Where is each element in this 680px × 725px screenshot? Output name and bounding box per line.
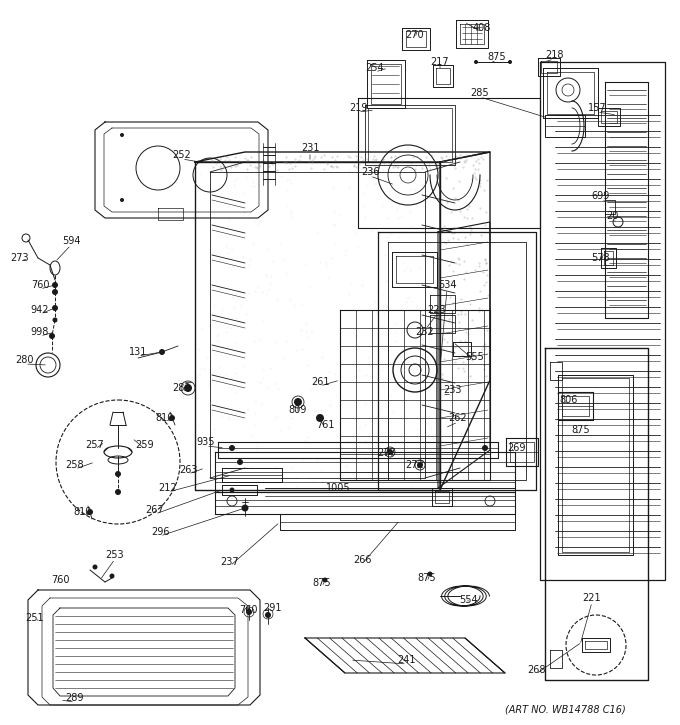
Text: 218: 218 xyxy=(545,50,563,60)
Text: 269: 269 xyxy=(507,443,525,453)
Text: 131: 131 xyxy=(129,347,147,357)
Text: 231: 231 xyxy=(301,143,319,153)
Text: 699: 699 xyxy=(592,191,610,201)
Circle shape xyxy=(115,471,121,477)
Text: 251: 251 xyxy=(26,613,44,623)
Text: 221: 221 xyxy=(583,593,601,603)
Text: 254: 254 xyxy=(366,63,384,73)
Text: 761: 761 xyxy=(316,420,335,430)
Circle shape xyxy=(169,415,175,421)
Text: 268: 268 xyxy=(527,665,545,675)
Text: 277: 277 xyxy=(377,448,396,458)
Text: 875: 875 xyxy=(572,425,590,435)
Circle shape xyxy=(237,459,243,465)
Text: 289: 289 xyxy=(66,693,84,703)
Circle shape xyxy=(52,318,58,323)
Text: 534: 534 xyxy=(438,280,456,290)
Text: 998: 998 xyxy=(31,327,49,337)
Circle shape xyxy=(322,578,328,582)
Text: 282: 282 xyxy=(173,383,191,393)
Text: 253: 253 xyxy=(105,550,124,560)
Text: 217: 217 xyxy=(430,57,449,67)
Text: 219: 219 xyxy=(349,103,367,113)
Circle shape xyxy=(294,398,302,406)
Text: 935: 935 xyxy=(197,437,216,447)
Text: 272: 272 xyxy=(406,460,424,470)
Text: 1005: 1005 xyxy=(326,483,350,493)
Text: 809: 809 xyxy=(289,405,307,415)
Text: 252: 252 xyxy=(173,150,191,160)
Text: 285: 285 xyxy=(471,88,490,98)
Text: 233: 233 xyxy=(443,385,461,395)
Text: 157: 157 xyxy=(588,103,607,113)
Text: 291: 291 xyxy=(262,603,282,613)
Text: 942: 942 xyxy=(31,305,49,315)
Text: 280: 280 xyxy=(16,355,34,365)
Text: 273: 273 xyxy=(11,253,29,263)
Text: 266: 266 xyxy=(353,555,371,565)
Text: 578: 578 xyxy=(592,253,611,263)
Text: 259: 259 xyxy=(136,440,154,450)
Circle shape xyxy=(49,333,55,339)
Text: 270: 270 xyxy=(406,30,424,40)
Circle shape xyxy=(52,305,58,311)
Circle shape xyxy=(508,60,512,64)
Circle shape xyxy=(387,449,393,455)
Circle shape xyxy=(159,349,165,355)
Text: 258: 258 xyxy=(66,460,84,470)
Circle shape xyxy=(52,282,58,288)
Text: 236: 236 xyxy=(361,167,379,177)
Circle shape xyxy=(230,487,235,492)
Circle shape xyxy=(92,565,97,570)
Circle shape xyxy=(52,289,58,295)
Circle shape xyxy=(87,509,93,515)
Text: 237: 237 xyxy=(221,557,239,567)
Text: (ART NO. WB14788 C16): (ART NO. WB14788 C16) xyxy=(505,705,626,715)
Circle shape xyxy=(474,60,478,64)
Circle shape xyxy=(184,384,192,392)
Circle shape xyxy=(482,445,488,451)
Circle shape xyxy=(109,573,114,579)
Text: 257: 257 xyxy=(86,440,104,450)
Text: 555: 555 xyxy=(466,352,484,362)
Circle shape xyxy=(265,612,271,618)
Text: 875: 875 xyxy=(313,578,331,588)
Circle shape xyxy=(120,133,124,137)
Text: 408: 408 xyxy=(473,23,491,33)
Text: 875: 875 xyxy=(418,573,437,583)
Circle shape xyxy=(417,462,423,468)
Text: 760: 760 xyxy=(31,280,49,290)
Text: 241: 241 xyxy=(398,655,416,665)
Circle shape xyxy=(246,609,252,615)
Circle shape xyxy=(428,571,432,576)
Text: 760: 760 xyxy=(51,575,69,585)
Text: 554: 554 xyxy=(459,595,477,605)
Text: 262: 262 xyxy=(449,413,467,423)
Text: 810: 810 xyxy=(74,507,92,517)
Text: 806: 806 xyxy=(560,395,578,405)
Text: 760: 760 xyxy=(239,605,257,615)
Text: 232: 232 xyxy=(415,327,435,337)
Text: 212: 212 xyxy=(158,483,177,493)
Circle shape xyxy=(229,445,235,451)
Text: 223: 223 xyxy=(428,305,446,315)
Text: 267: 267 xyxy=(146,505,165,515)
Text: 296: 296 xyxy=(151,527,169,537)
Text: 261: 261 xyxy=(311,377,329,387)
Text: 20: 20 xyxy=(606,211,618,221)
Circle shape xyxy=(316,414,324,422)
Text: 594: 594 xyxy=(62,236,80,246)
Text: 263: 263 xyxy=(179,465,197,475)
Text: 875: 875 xyxy=(488,52,507,62)
Circle shape xyxy=(241,505,248,512)
Circle shape xyxy=(115,489,121,495)
Text: 810: 810 xyxy=(156,413,174,423)
Circle shape xyxy=(120,198,124,202)
